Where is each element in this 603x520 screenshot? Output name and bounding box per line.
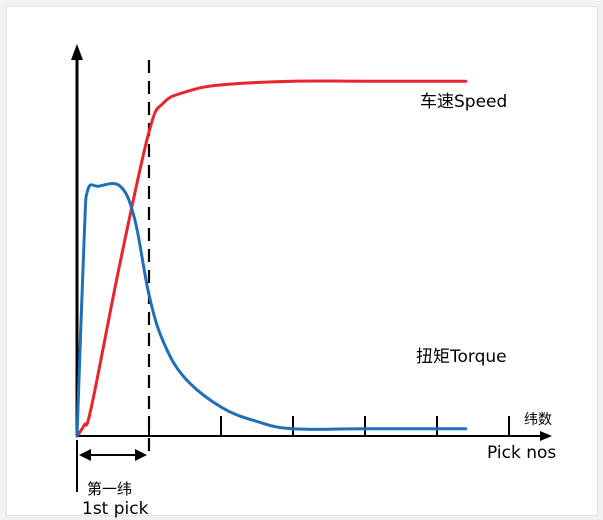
first-pick-arrow-right <box>135 449 147 461</box>
speed-curve <box>75 79 468 438</box>
x-axis-label-en: Pick nos <box>487 443 556 463</box>
y-axis-arrowhead <box>71 44 83 60</box>
first-pick-label-en: 1st pick <box>82 499 149 519</box>
torque-label-cn: 扭矩 <box>416 347 450 367</box>
x-axis-label-cn: 纬数 <box>524 412 552 428</box>
speed-label-cn: 车速 <box>420 92 454 112</box>
torque-label-en: Torque <box>449 347 507 367</box>
first-pick-arrow-left <box>79 449 91 461</box>
torque-label: 扭矩Torque <box>416 347 507 367</box>
chart-frame <box>6 6 598 516</box>
speed-label: 车速Speed <box>420 92 507 112</box>
torque-curve <box>75 181 468 438</box>
x-axis-arrowhead <box>540 431 552 441</box>
series-layer <box>75 79 468 438</box>
first-pick-label-cn: 第一纬 <box>87 480 132 498</box>
x-ticks <box>148 416 510 436</box>
speed-label-en: Speed <box>454 92 507 112</box>
